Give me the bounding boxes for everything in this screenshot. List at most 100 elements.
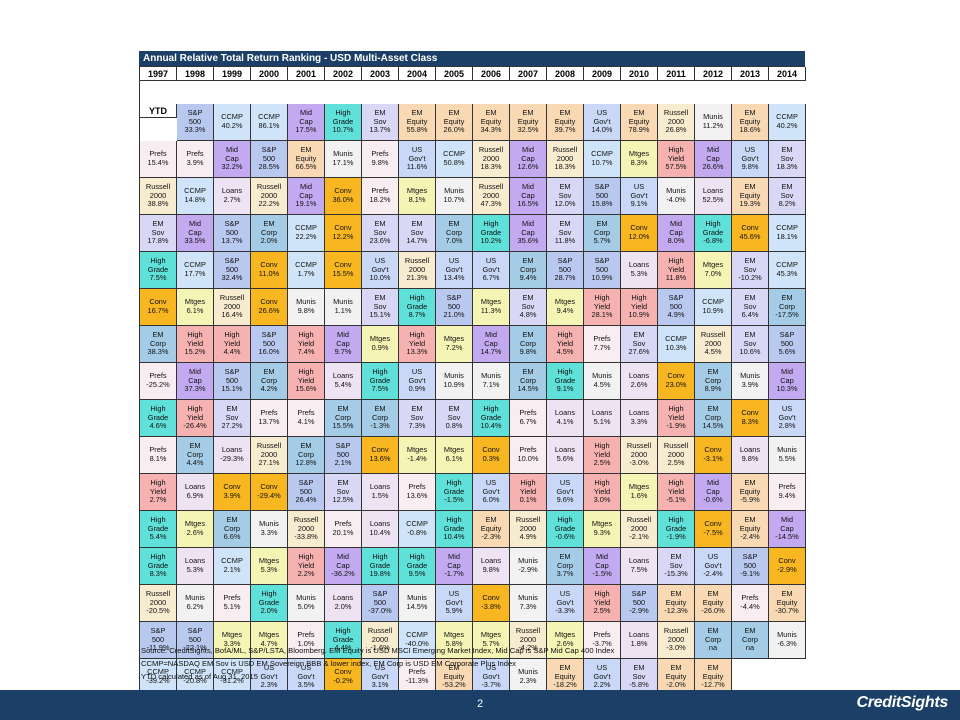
rank-cell: Loans 3.3% bbox=[621, 400, 658, 437]
asset-label: High Yield bbox=[556, 330, 574, 348]
asset-label: EM Equity bbox=[702, 663, 724, 681]
return-value: 9.6% bbox=[556, 495, 574, 505]
ranking-chart: Annual Relative Total Return Ranking - U… bbox=[139, 51, 806, 696]
rank-cell: Conv -3.1% bbox=[695, 437, 732, 474]
return-value: -11.9% bbox=[146, 643, 170, 653]
rank-cell: Mid Cap -1.7% bbox=[436, 548, 473, 585]
return-value: 5.6% bbox=[556, 454, 574, 463]
rank-cell: Loans 5.6% bbox=[547, 437, 584, 474]
return-value: 9.4% bbox=[556, 306, 574, 315]
asset-label: Munis bbox=[518, 593, 538, 603]
asset-label: High Grade bbox=[369, 552, 391, 570]
rank-cell: Prefs 15.4% bbox=[140, 141, 177, 178]
rank-cell: CCMP -20.8% bbox=[177, 659, 214, 696]
return-value: 45.6% bbox=[739, 232, 761, 241]
return-value: 4.8% bbox=[519, 310, 537, 320]
asset-label: Prefs bbox=[334, 519, 352, 529]
page-number: 2 bbox=[476, 698, 484, 710]
return-value: 5.1% bbox=[593, 417, 611, 426]
return-value: 4.5% bbox=[593, 380, 611, 389]
asset-label: EM Sov bbox=[410, 219, 424, 237]
rank-cell: Prefs 8.1% bbox=[140, 437, 177, 474]
asset-label: EM Corp bbox=[519, 330, 537, 348]
asset-label: High Grade bbox=[665, 515, 687, 533]
rank-cell: EM Equity 18.6% bbox=[732, 104, 769, 141]
return-value: 12.8% bbox=[295, 458, 317, 468]
rank-cell: High Grade 10.4% bbox=[473, 400, 510, 437]
rank-cell: US Gov't -3.7% bbox=[473, 659, 510, 696]
rank-cell: CCMP 40.2% bbox=[769, 104, 806, 141]
asset-label: High Grade bbox=[702, 219, 724, 237]
return-value: na bbox=[708, 643, 718, 653]
return-value: 9.3% bbox=[593, 528, 611, 537]
return-value: -2.1% bbox=[629, 532, 649, 542]
return-value: -37.0% bbox=[368, 606, 392, 616]
return-value: 9.7% bbox=[334, 347, 352, 357]
rank-cell: Mtges -1.4% bbox=[399, 437, 436, 474]
rank-cell: EM Corp 9.8% bbox=[510, 326, 547, 363]
return-value: -1.7% bbox=[444, 569, 464, 579]
asset-label: US Gov't bbox=[556, 589, 574, 607]
return-value: 7.3% bbox=[519, 602, 537, 611]
rank-cell: High Grade 9.5% bbox=[399, 548, 436, 585]
return-value: 86.1% bbox=[258, 121, 280, 130]
return-value: 34.3% bbox=[480, 125, 502, 135]
asset-label: CCMP bbox=[443, 149, 465, 159]
rank-cell: Mid Cap -0.6% bbox=[695, 474, 732, 511]
rank-cell: Conv 36.0% bbox=[325, 178, 362, 215]
asset-label: US Gov't bbox=[445, 589, 463, 607]
rank-cell: Munis 3.9% bbox=[732, 363, 769, 400]
rank-cell: Russell 2000 -3.0% bbox=[621, 437, 658, 474]
return-value: 20.1% bbox=[332, 528, 354, 537]
column-header: 2009 bbox=[584, 67, 621, 81]
asset-label: Mid Cap bbox=[669, 219, 683, 237]
asset-label: Loans bbox=[332, 371, 354, 381]
asset-label: EM Equity bbox=[665, 589, 687, 607]
asset-label: High Yield bbox=[186, 330, 204, 348]
return-value: -2.9% bbox=[629, 606, 649, 616]
asset-label: Loans bbox=[591, 408, 613, 418]
column-header: 1999 bbox=[214, 67, 251, 81]
rank-cell: EM Sov 11.8% bbox=[547, 215, 584, 252]
return-value: 16.0% bbox=[258, 347, 280, 357]
asset-label: Loans bbox=[628, 371, 650, 381]
asset-label: High Grade bbox=[147, 552, 169, 570]
return-value: 40.2% bbox=[776, 121, 798, 130]
return-value: 14.5% bbox=[702, 421, 724, 431]
rank-cell: High Grade -1.5% bbox=[436, 474, 473, 511]
rank-cell: Mtges 5.8% bbox=[436, 622, 473, 659]
return-value: -5.1% bbox=[666, 495, 686, 505]
asset-label: Loans bbox=[184, 556, 206, 566]
asset-label: S&P 500 bbox=[261, 145, 277, 163]
return-value: 17.8% bbox=[147, 236, 169, 246]
asset-label: S&P 500 bbox=[298, 478, 314, 496]
rank-cell: Mtges 2.6% bbox=[547, 622, 584, 659]
return-value: -14.5% bbox=[775, 532, 799, 542]
rank-cell: Munis 7.1% bbox=[473, 363, 510, 400]
return-value: 14.7% bbox=[480, 347, 502, 357]
rank-cell: EM Corp 7.0% bbox=[436, 215, 473, 252]
return-value: 39.7% bbox=[554, 125, 576, 135]
return-value: 15.5% bbox=[332, 421, 354, 431]
return-value: -0.6% bbox=[703, 495, 723, 505]
asset-label: EM Sov bbox=[743, 330, 757, 348]
return-value: 1.5% bbox=[371, 491, 389, 500]
rank-cell: US Gov't 2.8% bbox=[769, 400, 806, 437]
column-header: 2004 bbox=[399, 67, 436, 81]
rank-cell: Russell 2000 26.8% bbox=[658, 104, 695, 141]
rank-cell: EM Corp 14.5% bbox=[695, 400, 732, 437]
asset-label: EM Equity bbox=[739, 182, 761, 200]
return-value: 66.5% bbox=[295, 162, 317, 172]
return-value: 10.4% bbox=[369, 528, 391, 537]
asset-label: Munis bbox=[777, 630, 797, 640]
asset-label: EM Corp bbox=[260, 219, 278, 237]
return-value: -31.2% bbox=[220, 676, 244, 685]
asset-label: Mid Cap bbox=[299, 108, 313, 126]
rank-cell: High Grade 5.4% bbox=[140, 511, 177, 548]
return-value: 27.1% bbox=[258, 458, 280, 468]
asset-label: Loans bbox=[554, 408, 576, 418]
asset-label: High Yield bbox=[519, 478, 537, 496]
return-value: 2.7% bbox=[149, 495, 167, 505]
rank-cell: Prefs 1.0% bbox=[288, 622, 325, 659]
return-value: -4.0% bbox=[666, 195, 686, 204]
